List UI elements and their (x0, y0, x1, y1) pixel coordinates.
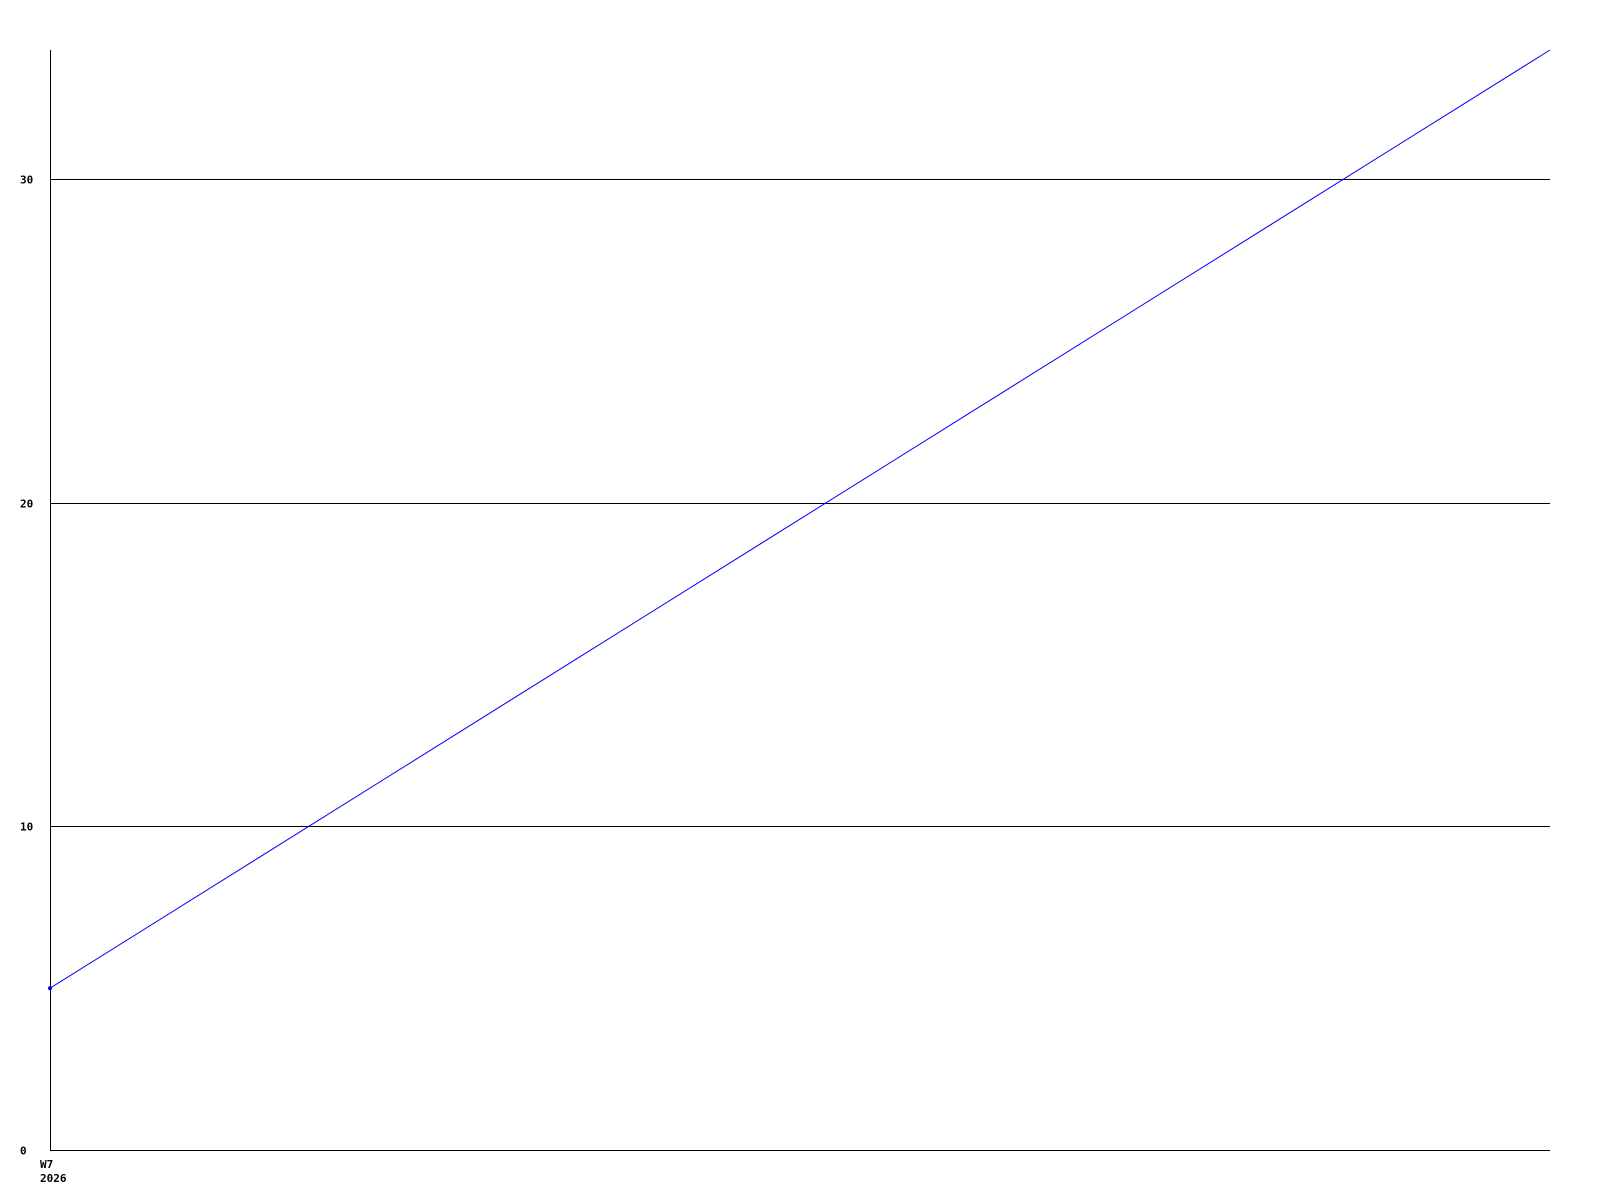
series-group (48, 49, 1551, 991)
y-tick-label-30: 30 (20, 174, 33, 187)
y-axis-tick-labels: 0 10 20 30 (20, 174, 33, 1158)
series-line-0 (49, 49, 1551, 989)
y-tick-label-0: 0 (20, 1145, 27, 1158)
gridlines (50, 179, 1550, 827)
y-tick-label-20: 20 (20, 498, 33, 511)
data-point (48, 986, 52, 991)
x-tick-label-line2: 2026 (40, 1172, 67, 1185)
y-tick-label-10: 10 (20, 821, 33, 834)
x-tick-label-line1: W7 (40, 1158, 53, 1171)
